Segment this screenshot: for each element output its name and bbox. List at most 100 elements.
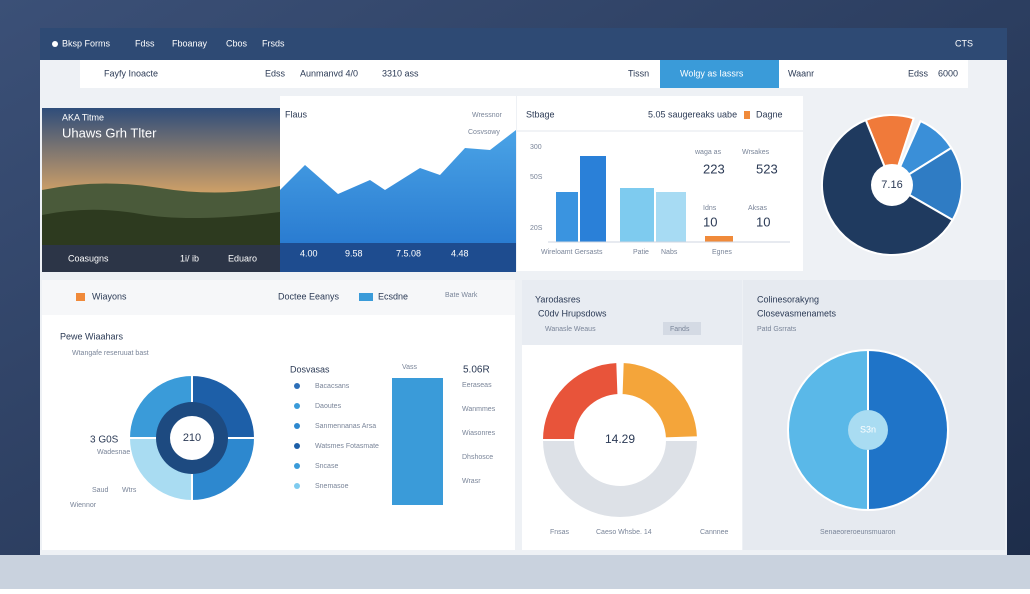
- legend: Doctee Eeanys: [278, 291, 340, 301]
- big-stat: 3 G0S: [90, 435, 119, 446]
- area-stat: 7.5.08: [396, 248, 421, 258]
- left-title: Wiayons: [92, 291, 127, 301]
- list-item: Bacacsans: [315, 383, 350, 390]
- big-note: Wadesnae: [97, 449, 130, 456]
- tab[interactable]: Edss: [908, 68, 929, 78]
- area-title: Flaus: [285, 109, 308, 119]
- pie-note: Patd Gsrrats: [757, 326, 797, 333]
- toolbar-item[interactable]: Aunmanvd 4/0: [300, 68, 358, 78]
- active-tab[interactable]: [660, 60, 779, 88]
- left-subnote: Wtangafe reseruuat bast: [72, 350, 149, 357]
- bar-label: Vass: [402, 364, 418, 371]
- gauge-center: 14.29: [605, 432, 635, 446]
- tag-text[interactable]: Fands: [670, 326, 690, 333]
- tab[interactable]: Wolgy as Iassrs: [680, 68, 744, 78]
- bar-panel: [517, 96, 803, 271]
- toolbar-item[interactable]: Edss: [265, 68, 286, 78]
- nav-right[interactable]: CTS: [955, 38, 973, 48]
- bar: [656, 192, 686, 242]
- gauge-footer: Fnsas: [550, 529, 570, 536]
- nav-item[interactable]: Fdss: [135, 38, 155, 48]
- nav-item[interactable]: Fboanay: [172, 38, 208, 48]
- desk: [0, 555, 1030, 589]
- list-item: Daoutes: [315, 403, 342, 410]
- list-icon: [294, 383, 300, 389]
- list-icon: [294, 483, 300, 489]
- pie-sub: Closevasmenamets: [757, 308, 837, 318]
- bar-header: 5.05 saugereaks uabe: [648, 109, 737, 119]
- pie-footer: Senaeoreroeunsmuaron: [820, 529, 896, 536]
- area-stat: 4.00: [300, 248, 318, 258]
- area-side: Wressnor: [472, 112, 502, 119]
- list-icon: [294, 463, 300, 469]
- list-item: Watsmes Fotasmate: [315, 443, 379, 450]
- nav-item[interactable]: Cbos: [226, 38, 248, 48]
- brand: Bksp Forms: [62, 38, 111, 48]
- donut-hole: [170, 416, 214, 460]
- bar: [705, 236, 733, 242]
- donut-center: 210: [183, 432, 201, 444]
- chart-segment: [787, 348, 869, 512]
- axis-label: 50S: [530, 174, 543, 181]
- tab[interactable]: Tissn: [628, 68, 649, 78]
- brand-icon: [52, 41, 58, 47]
- list-icon: [294, 423, 300, 429]
- pie-center-disc: [848, 410, 888, 450]
- left-panel: [42, 280, 515, 550]
- note: Wiennor: [70, 502, 97, 509]
- trees: [42, 209, 280, 245]
- bar: [580, 156, 606, 242]
- area-stats-bar: [280, 243, 516, 272]
- stat: 5.06R: [463, 365, 490, 376]
- gauge-title: Yarodasres: [535, 294, 581, 304]
- stat-label: waga as: [694, 149, 722, 156]
- area-stat: 9.58: [345, 248, 363, 258]
- tab[interactable]: Waanr: [788, 68, 814, 78]
- toolbar-item[interactable]: 3310 ass: [382, 68, 419, 78]
- bar: [620, 188, 654, 242]
- bar-link[interactable]: Dagne: [756, 109, 783, 119]
- bar: [556, 192, 578, 242]
- area-side: Cosvsowy: [468, 129, 500, 136]
- bar-footer: Patie: [633, 249, 649, 256]
- pie-center: S3n: [860, 424, 876, 434]
- pie-title: Colinesorakyng: [757, 294, 819, 304]
- gauge-note: Wanasle Weaus: [545, 326, 596, 333]
- stat-note: Wrasr: [462, 478, 481, 485]
- chart-segment: [540, 361, 620, 441]
- stat-note: Wiasonres: [462, 430, 496, 437]
- nav-item[interactable]: Frsds: [262, 38, 285, 48]
- bar-footer: Wireloamt Gersasts: [541, 249, 603, 256]
- list-item: Sanmennanas Arsa: [315, 423, 376, 430]
- photo-subtitle: AKA Titme: [62, 112, 104, 122]
- nav-bar: [40, 28, 1007, 60]
- stat-value: 223: [703, 161, 725, 176]
- list-item: Snemasoe: [315, 483, 349, 490]
- note: Wtrs: [122, 487, 137, 494]
- link-icon: [744, 111, 750, 119]
- stat-value: 10: [756, 214, 770, 229]
- list-icon: [294, 403, 300, 409]
- gauge-header: [522, 280, 742, 345]
- list-icon: [294, 443, 300, 449]
- left-header: [42, 280, 515, 315]
- area-stat: 4.48: [451, 248, 469, 258]
- filter[interactable]: Bate Wark: [445, 292, 478, 299]
- legend-icon: [76, 293, 85, 301]
- photo-footer: [42, 245, 280, 272]
- stat-value: 523: [756, 161, 778, 176]
- donut-center: 7.16: [881, 179, 902, 191]
- legend-icon: [359, 293, 373, 301]
- tag[interactable]: [663, 322, 701, 335]
- stat-note: Dhshosce: [462, 454, 493, 461]
- axis-label: 300: [530, 144, 542, 151]
- photo-footer-text: 1i/ ib: [180, 253, 199, 263]
- bar-title: Stbage: [526, 109, 555, 119]
- gauge-footer: Caeso Whsbe. 14: [596, 529, 652, 536]
- tall-bar: [392, 378, 443, 505]
- stat-note: Wanmmes: [462, 406, 496, 413]
- photo-title: Uhaws Grh Tlter: [62, 125, 157, 140]
- gauge-sub: C0dv Hrupsdows: [538, 308, 607, 318]
- tab[interactable]: 6000: [938, 68, 958, 78]
